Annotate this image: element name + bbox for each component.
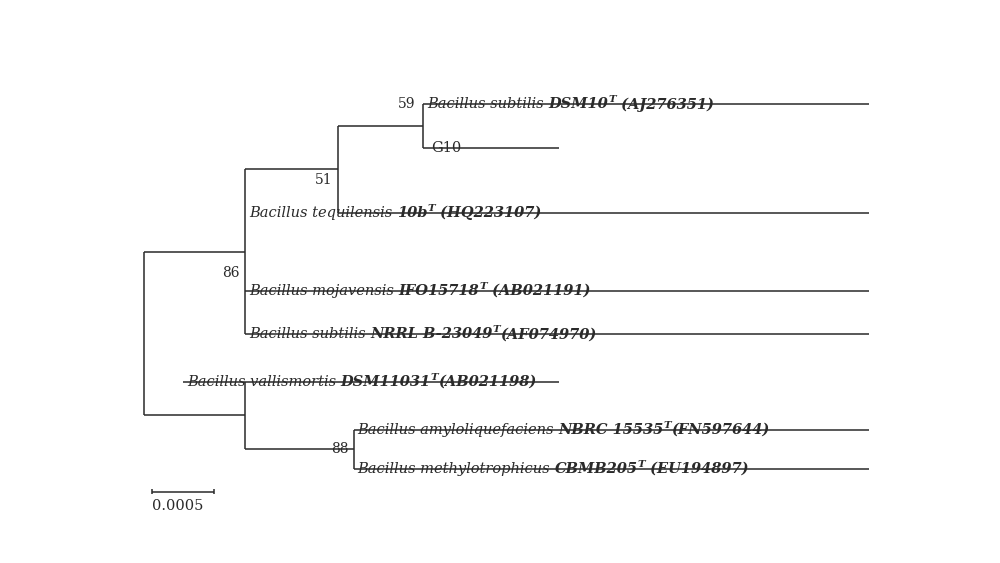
Text: Bacillus methylotrophicus: Bacillus methylotrophicus [358, 462, 555, 476]
Text: IFO15718: IFO15718 [398, 284, 479, 298]
Text: T: T [664, 421, 672, 430]
Text: DSM11031: DSM11031 [341, 375, 431, 389]
Text: 86: 86 [222, 266, 240, 280]
Text: (HQ223107): (HQ223107) [435, 205, 541, 220]
Text: (AJ276351): (AJ276351) [616, 97, 714, 111]
Text: NBRC 15535: NBRC 15535 [559, 423, 664, 436]
Text: Bacillus vallismortis: Bacillus vallismortis [187, 375, 341, 389]
Text: T: T [427, 204, 435, 213]
Text: Bacillus subtilis: Bacillus subtilis [427, 97, 548, 111]
Text: 88: 88 [331, 442, 348, 456]
Text: DSM10: DSM10 [548, 97, 608, 111]
Text: 59: 59 [398, 97, 416, 111]
Text: Bacillus amyloliquefaciens: Bacillus amyloliquefaciens [358, 423, 559, 436]
Text: CBMB205: CBMB205 [555, 462, 638, 476]
Text: (EU194897): (EU194897) [645, 462, 749, 476]
Text: Bacillus tequilensis: Bacillus tequilensis [249, 206, 397, 220]
Text: (FN597644): (FN597644) [672, 423, 770, 436]
Text: Bacillus subtilis: Bacillus subtilis [249, 327, 370, 341]
Text: T: T [638, 459, 645, 468]
Text: NRRL B-23049: NRRL B-23049 [370, 327, 493, 341]
Text: T: T [493, 325, 500, 334]
Text: 10b: 10b [397, 206, 427, 220]
Text: Bacillus mojavensis: Bacillus mojavensis [249, 284, 398, 298]
Text: 0.0005: 0.0005 [152, 499, 204, 513]
Text: (AB021198): (AB021198) [438, 375, 537, 389]
Text: 51: 51 [315, 173, 333, 187]
Text: T: T [608, 95, 616, 104]
Text: (AB021191): (AB021191) [487, 284, 590, 298]
Text: T: T [479, 282, 487, 291]
Text: G10: G10 [431, 141, 461, 155]
Text: T: T [431, 373, 438, 382]
Text: (AF074970): (AF074970) [500, 327, 596, 341]
